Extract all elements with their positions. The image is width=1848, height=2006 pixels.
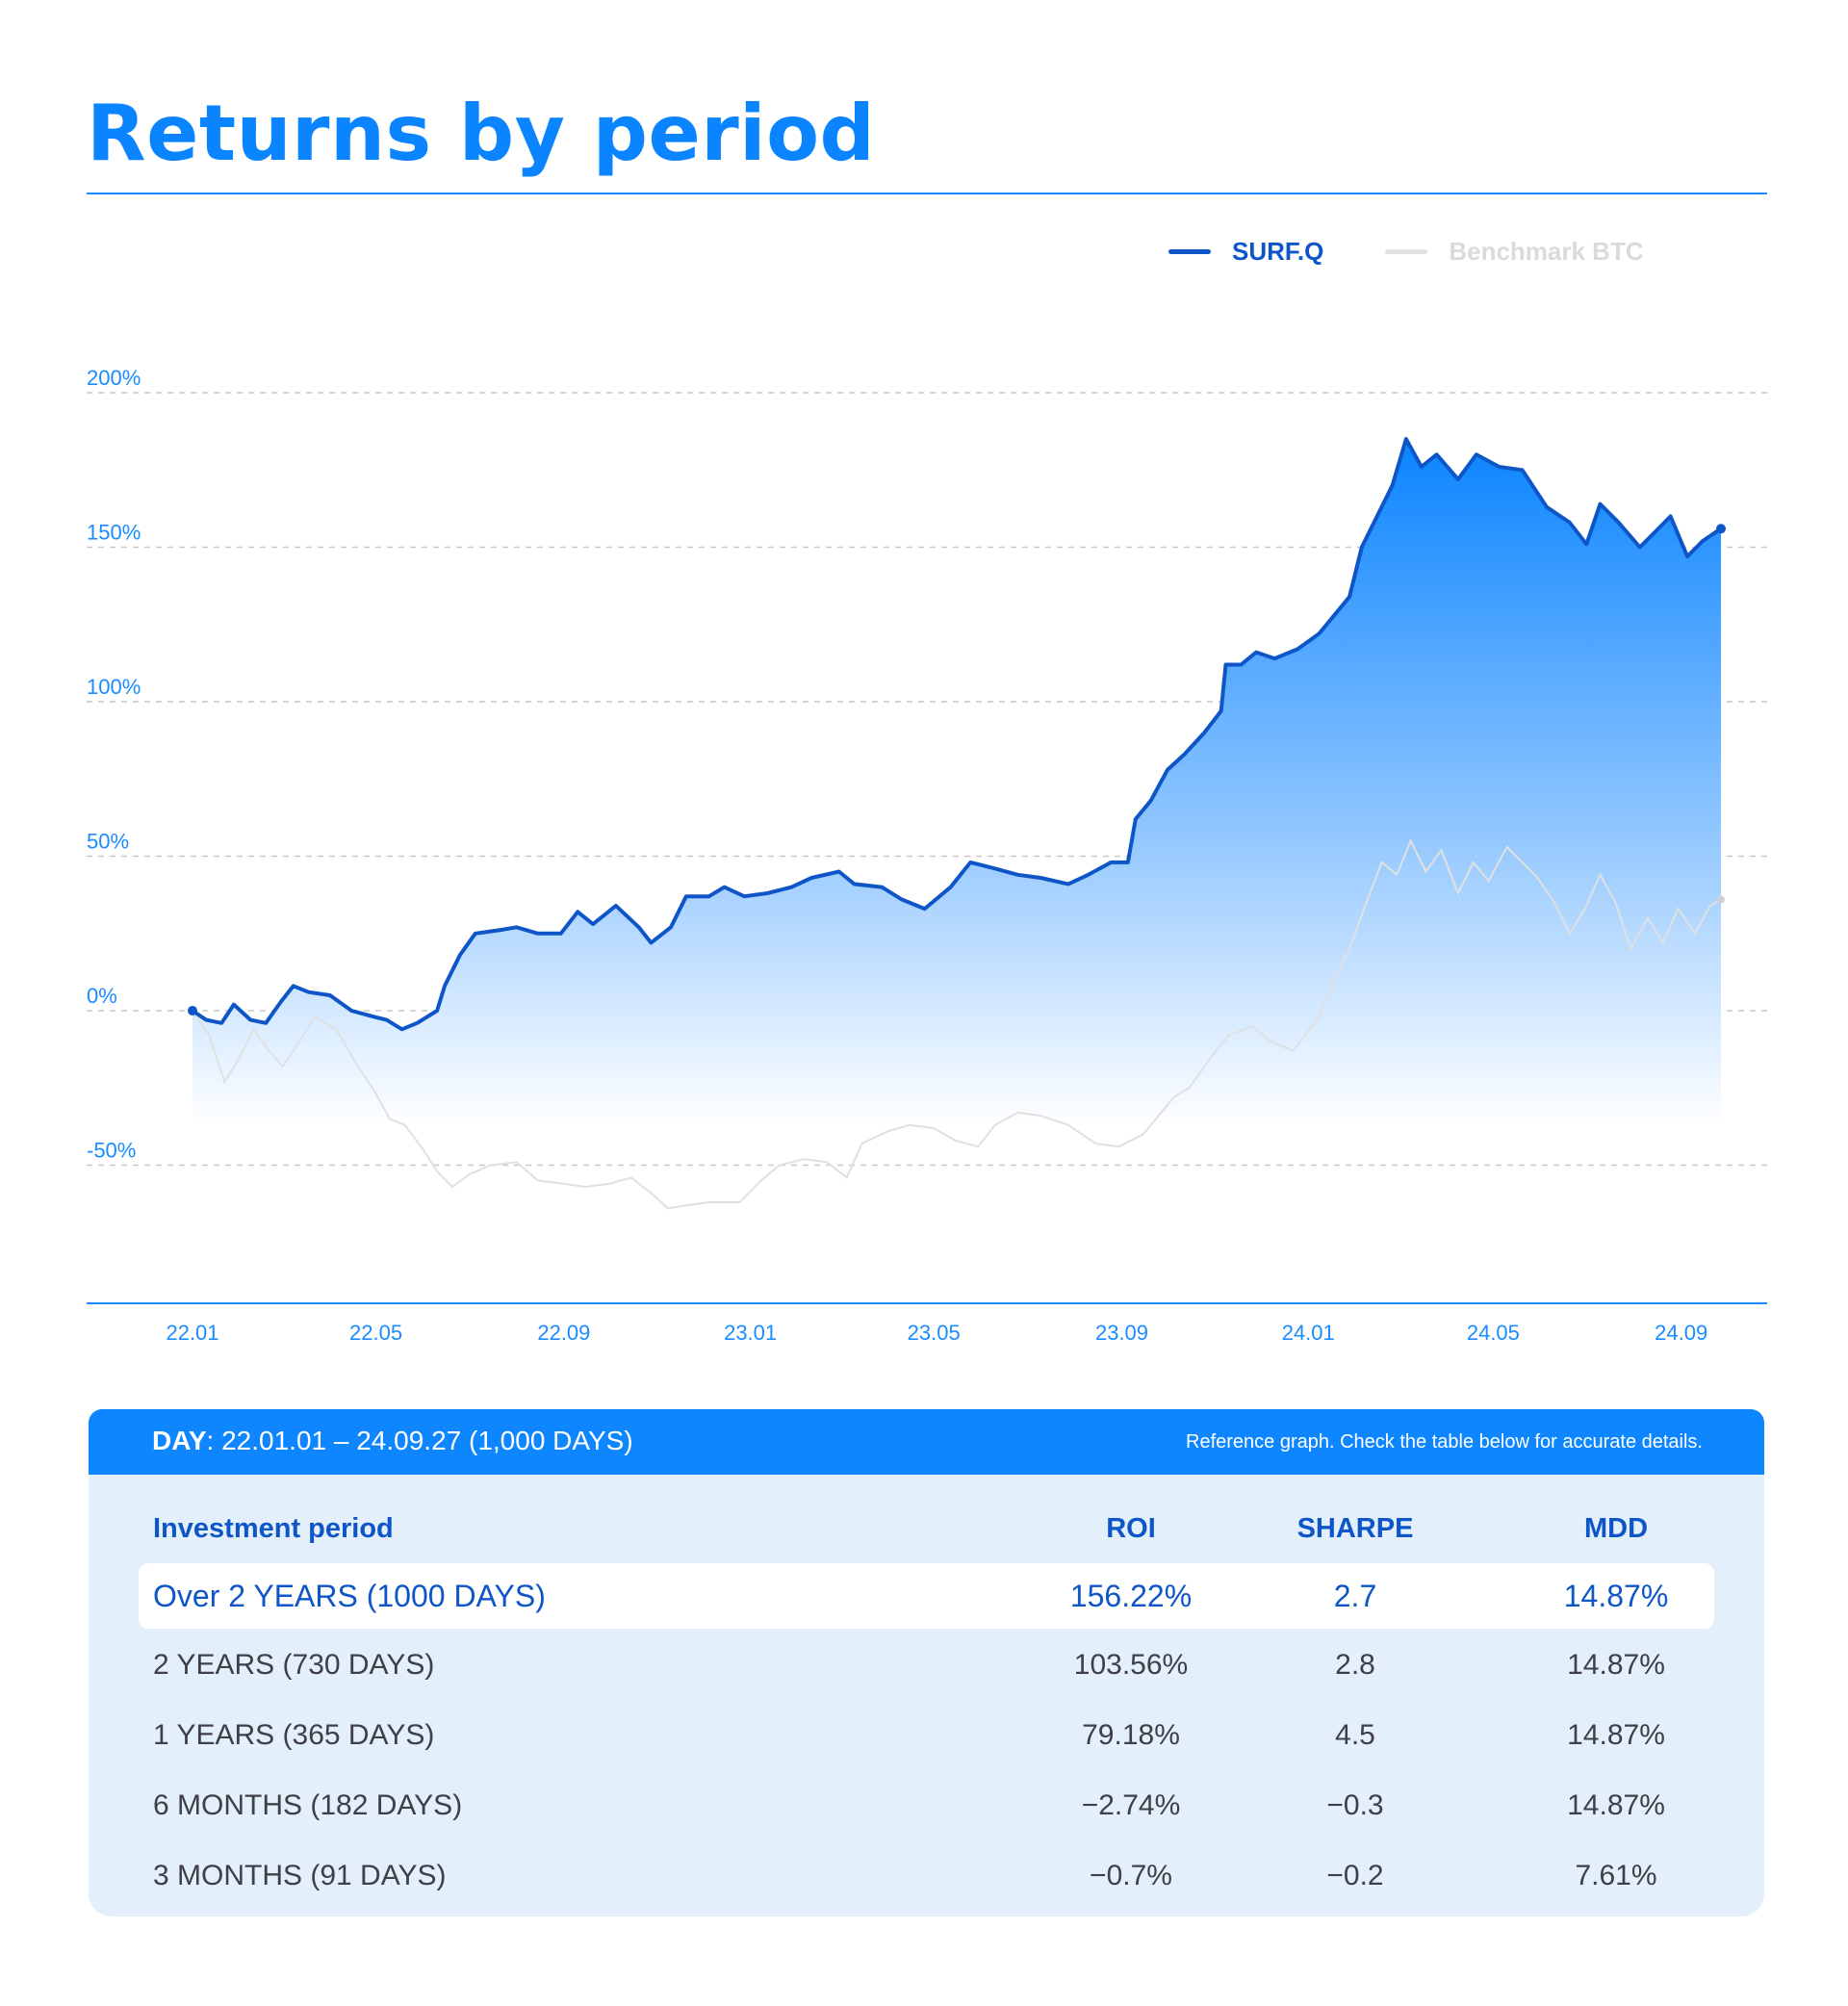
x-tick-label: 23.09 [1095,1321,1148,1345]
row-roi: −2.74% [1081,1789,1181,1821]
row-period: 6 MONTHS (182 DAYS) [153,1789,463,1821]
x-tick-label: 24.09 [1655,1321,1707,1345]
header-sharpe: SHARPE [1296,1513,1414,1544]
table-header: Investment period ROI SHARPE MDD [89,1513,1764,1552]
period-header: DAY: 22.01.01 – 24.09.27 (1,000 DAYS) Re… [89,1409,1764,1475]
row-period: Over 2 YEARS (1000 DAYS) [153,1579,546,1613]
y-tick-label: 50% [87,830,129,854]
y-tick-label: -50% [87,1139,136,1163]
period-range: : 22.01.01 – 24.09.27 (1,000 DAYS) [206,1426,633,1455]
x-tick-label: 23.01 [724,1321,777,1345]
row-roi: 79.18% [1082,1719,1180,1751]
row-mdd: 7.61% [1575,1860,1657,1891]
table-row: 2 YEARS (730 DAYS) 103.56% 2.8 14.87% [89,1649,1764,1687]
header-roi: ROI [1106,1513,1156,1544]
legend-swatch-surfq [1168,248,1211,254]
legend-label-surfq: SURF.Q [1232,236,1324,266]
row-period: 1 YEARS (365 DAYS) [153,1719,435,1751]
y-tick-label: 200% [87,366,141,390]
period-label-key: DAY [152,1426,207,1455]
table-row: Over 2 YEARS (1000 DAYS) 156.22% 2.7 14.… [89,1579,1764,1617]
chart-legend: SURF.Q Benchmark BTC [1168,234,1706,269]
legend-label-benchmark: Benchmark BTC [1449,236,1644,266]
period-note: Reference graph. Check the table below f… [1186,1431,1703,1453]
returns-chart: 200% 150% 100% 50% 0% -50% 22.01 22.05 22.09 23.… [87,366,1767,1345]
y-tick-label: 150% [87,521,141,545]
y-tick-label: 0% [87,984,117,1008]
legend-swatch-benchmark [1385,248,1428,254]
row-sharpe: 2.7 [1333,1579,1377,1613]
surfq-area [192,439,1721,1127]
period-label: DAY: 22.01.01 – 24.09.27 (1,000 DAYS) [152,1426,633,1456]
highlight-row-background [139,1563,1714,1629]
table-row: 6 MONTHS (182 DAYS) −2.74% −0.3 14.87% [89,1789,1764,1828]
surfq-series-line [191,437,1723,1032]
row-period: 2 YEARS (730 DAYS) [153,1649,435,1681]
x-axis-labels: 22.01 22.05 22.09 23.01 23.05 23.09 24.01 24.05… [166,1321,1707,1345]
table-row: 1 YEARS (365 DAYS) 79.18% 4.5 14.87% [89,1719,1764,1758]
y-axis-labels: 200% 150% 100% 50% 0% -50% [87,366,141,1163]
header-mdd: MDD [1583,1513,1649,1544]
table-row: 3 MONTHS (91 DAYS) −0.7% −0.2 7.61% [89,1860,1764,1898]
x-tick-label: 22.05 [349,1321,402,1345]
row-roi: −0.7% [1090,1860,1172,1891]
x-tick-label: 24.05 [1467,1321,1520,1345]
returns-table: Investment period ROI SHARPE MDD Over 2 … [89,1475,1764,1916]
title-divider [87,193,1767,194]
row-mdd: 14.87% [1567,1649,1665,1681]
y-tick-label: 100% [87,675,141,699]
row-mdd: 14.87% [1567,1719,1665,1751]
legend-item-benchmark[interactable]: Benchmark BTC [1385,236,1644,267]
x-tick-label: 24.01 [1282,1321,1335,1345]
row-roi: 156.22% [1069,1579,1193,1613]
x-tick-label: 22.01 [166,1321,218,1345]
surfq-start-point [188,1006,197,1016]
row-sharpe: −0.2 [1326,1860,1384,1891]
row-sharpe: 4.5 [1335,1719,1375,1751]
row-mdd: 14.87% [1563,1579,1669,1613]
btc-end-point [1717,895,1725,904]
legend-item-surfq[interactable]: SURF.Q [1168,237,1323,267]
row-sharpe: 2.8 [1335,1649,1375,1681]
row-sharpe: −0.3 [1326,1789,1384,1821]
x-tick-label: 22.09 [537,1321,590,1345]
row-period: 3 MONTHS (91 DAYS) [153,1860,447,1891]
row-mdd: 14.87% [1567,1789,1665,1821]
page-title: Returns by period [87,89,876,178]
x-tick-label: 23.05 [908,1321,961,1345]
btc-series-line [192,838,1722,1210]
row-roi: 103.56% [1073,1649,1189,1681]
header-investment-period: Investment period [153,1513,394,1544]
surfq-end-point [1716,524,1726,534]
